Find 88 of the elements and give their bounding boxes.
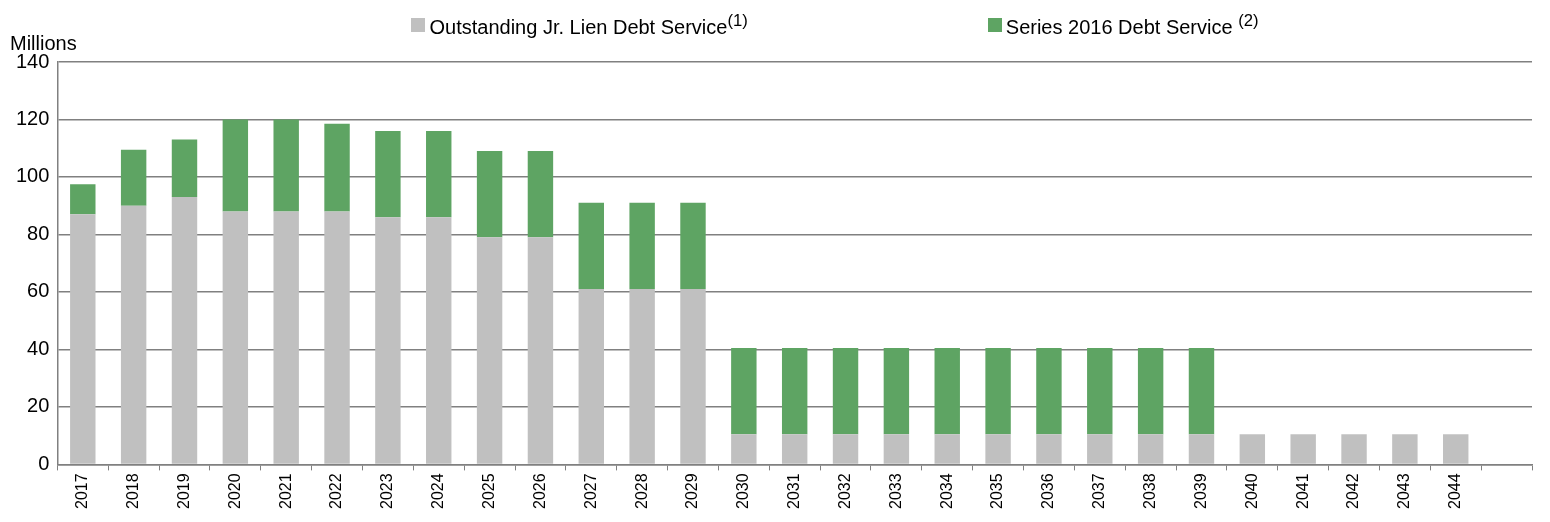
y-tick-label: 60: [27, 279, 50, 302]
bar: [832, 348, 859, 435]
bar: [222, 119, 249, 212]
x-tick-label: 2025: [479, 473, 497, 509]
x-tick-label: 2033: [886, 473, 904, 509]
bar: [1087, 348, 1113, 435]
bar: [222, 211, 249, 464]
bar: [1239, 434, 1266, 464]
bar: [781, 434, 808, 464]
bar: [731, 434, 757, 464]
x-tick-label: 2019: [174, 473, 192, 509]
x-tick-label: 2044: [1446, 473, 1464, 509]
bar: [985, 434, 1011, 464]
y-tick-label: 120: [15, 107, 50, 129]
bar: [476, 151, 503, 238]
x-tick-label: 2041: [1293, 473, 1311, 509]
bar: [426, 217, 452, 464]
bar: [832, 434, 859, 464]
x-tick-label: 2018: [124, 473, 142, 509]
x-tick-label: 2031: [785, 473, 803, 509]
y-tick-label: 20: [27, 394, 50, 417]
bar: [171, 139, 198, 198]
bar: [731, 348, 757, 435]
x-tick-label: 2023: [378, 473, 396, 509]
x-tick-label: 2030: [734, 473, 752, 509]
x-tick-label: 2032: [835, 473, 853, 509]
bar: [324, 123, 350, 212]
bar: [476, 237, 503, 464]
bar: [1188, 348, 1215, 435]
x-tick-label: 2027: [581, 473, 599, 509]
x-tick-label: 2021: [276, 473, 294, 509]
bar: [883, 348, 910, 435]
bar: [934, 434, 960, 464]
x-tick-label: 2040: [1242, 473, 1260, 509]
x-tick-label: 2024: [429, 473, 447, 509]
x-tick-label: 2028: [632, 473, 650, 509]
bar: [629, 289, 655, 464]
bar: [1036, 434, 1062, 464]
bar: [273, 211, 299, 464]
x-tick-label: 2017: [73, 473, 91, 509]
x-tick-label: 2042: [1344, 473, 1362, 509]
bar: [985, 348, 1011, 435]
bar: [578, 202, 604, 290]
bar: [1137, 434, 1164, 464]
bar: [120, 205, 147, 464]
bar: [1188, 434, 1215, 464]
bar: [1137, 348, 1164, 435]
x-tick-label: 2037: [1090, 473, 1108, 509]
bar: [883, 434, 910, 464]
bar: [934, 348, 960, 435]
bar: [426, 130, 452, 218]
x-tick-label: 2026: [530, 473, 548, 509]
x-tick-label: 2034: [937, 473, 955, 509]
x-tick-label: 2038: [1141, 473, 1159, 509]
x-tick-label: 2022: [327, 473, 345, 509]
bar: [781, 348, 808, 435]
bar: [578, 289, 604, 464]
y-tick-label: 0: [38, 451, 50, 474]
bar: [324, 211, 350, 464]
y-tick-label: 100: [15, 164, 50, 187]
bar: [680, 202, 706, 290]
y-tick-label: 80: [27, 221, 50, 244]
bar: [629, 202, 655, 290]
bar: [1443, 434, 1469, 464]
bar: [1036, 348, 1062, 435]
bar: [1087, 434, 1113, 464]
x-tick-label: 2039: [1191, 473, 1209, 509]
bar: [120, 149, 147, 206]
bar: [527, 151, 554, 238]
x-tick-label: 2043: [1395, 473, 1413, 509]
bar: [527, 237, 554, 464]
legend-label: Outstanding Jr. Lien Debt Service$^{(1)}$: [429, 11, 748, 39]
y-tick-label: 40: [27, 336, 50, 359]
x-tick-label: 2029: [683, 473, 701, 509]
bar: [1392, 434, 1418, 464]
legend-label: Series 2016 Debt Service $^{(2)}$: [1005, 11, 1259, 39]
bar: [1290, 434, 1316, 464]
bar: [375, 130, 401, 218]
bar: [273, 119, 299, 212]
bar: [171, 197, 198, 464]
x-tick-label: 2020: [225, 473, 243, 509]
bar: [70, 184, 96, 215]
x-tick-label: 2036: [1039, 473, 1057, 509]
bar: [680, 289, 706, 464]
bar: [375, 217, 401, 464]
bar: [70, 214, 96, 464]
bar: [1341, 434, 1367, 464]
x-tick-label: 2035: [988, 473, 1006, 509]
